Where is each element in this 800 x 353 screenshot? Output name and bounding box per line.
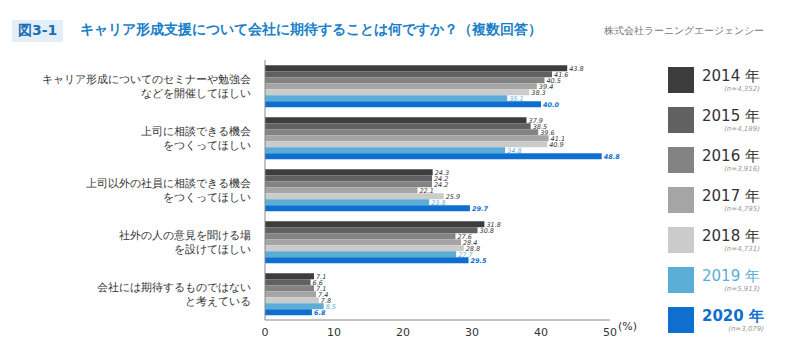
- svg-text:をつくってほしい: をつくってほしい: [163, 139, 251, 152]
- svg-text:キャリア形成についてのセミナーや勉強会: キャリア形成についてのセミナーや勉強会: [42, 73, 251, 86]
- html-text:キャリア形成支援について会社に期待することは何ですか？（複数: キャリア形成支援について会社に期待することは何ですか？（複数回答）: [80, 21, 542, 37]
- html-text:2020 年: 2020 年: [702, 306, 764, 325]
- svg-text:を設けてほしい: を設けてほしい: [174, 243, 251, 256]
- svg-text:24.3: 24.3: [434, 168, 450, 177]
- html-text:2015 年: 2015 年: [702, 106, 760, 125]
- svg-text:会社には期待するものではない: 会社には期待するものではない: [97, 281, 251, 294]
- svg-text:10: 10: [327, 326, 341, 339]
- svg-text:28.8: 28.8: [465, 244, 481, 253]
- svg-text:40.9: 40.9: [549, 141, 563, 149]
- svg-text:30.8: 30.8: [480, 227, 494, 235]
- svg-text:25.9: 25.9: [446, 193, 460, 201]
- svg-text:40: 40: [534, 326, 548, 339]
- svg-text:35.1: 35.1: [509, 95, 523, 103]
- svg-text:48.8: 48.8: [604, 153, 621, 161]
- svg-text:上司以外の社員に相談できる機会: 上司以外の社員に相談できる機会: [86, 177, 251, 190]
- svg-text:0: 0: [262, 326, 269, 339]
- html-text:株式会社ラーニングエージェンシー: 株式会社ラーニングエージェンシー: [604, 25, 764, 36]
- svg-text:39.6: 39.6: [540, 128, 555, 137]
- html-text:2018 年: 2018 年: [702, 226, 760, 245]
- svg-text:22.1: 22.1: [419, 187, 433, 195]
- svg-text:41.6: 41.6: [554, 70, 569, 79]
- svg-text:をつくってほしい: をつくってほしい: [163, 191, 251, 204]
- svg-text:20: 20: [396, 326, 410, 339]
- svg-text:50: 50: [603, 326, 617, 339]
- svg-text:27.6: 27.6: [457, 232, 472, 241]
- svg-text:などを開催してほしい: などを開催してほしい: [141, 87, 251, 100]
- svg-text:39.4: 39.4: [538, 82, 554, 91]
- svg-text:23.8: 23.8: [431, 199, 445, 207]
- html-text:(n=3,916): (n=3,916): [724, 164, 760, 173]
- svg-text:28.4: 28.4: [463, 238, 478, 247]
- svg-text:29.5: 29.5: [471, 257, 488, 265]
- svg-text:7.8: 7.8: [320, 296, 332, 305]
- html-text:(n=3,079): (n=3,079): [728, 324, 764, 333]
- svg-text:と考えている: と考えている: [185, 295, 251, 308]
- svg-text:40.5: 40.5: [546, 76, 561, 85]
- svg-text:27.7: 27.7: [458, 250, 473, 259]
- html-text:(n=4,795): (n=4,795): [724, 204, 760, 213]
- html-text:(n=4,352): (n=4,352): [724, 84, 760, 93]
- html-text:(n=5,913): (n=5,913): [724, 284, 760, 293]
- svg-text:社外の人の意見を聞ける場: 社外の人の意見を聞ける場: [119, 229, 251, 242]
- svg-text:41.1: 41.1: [550, 134, 566, 143]
- html-text:2019 年: 2019 年: [702, 266, 760, 285]
- svg-text:7.4: 7.4: [318, 290, 329, 299]
- svg-text:31.8: 31.8: [486, 220, 501, 229]
- svg-text:7.1: 7.1: [316, 272, 327, 281]
- html-text:(n=4,189): (n=4,189): [724, 124, 760, 133]
- html-text:2016 年: 2016 年: [702, 146, 760, 165]
- html-text:2017 年: 2017 年: [702, 186, 760, 205]
- svg-text:24.2: 24.2: [434, 174, 449, 183]
- svg-text:38.5: 38.5: [532, 122, 548, 131]
- svg-text:7.1: 7.1: [316, 284, 327, 293]
- svg-text:6.6: 6.6: [312, 278, 323, 287]
- svg-text:37.9: 37.9: [528, 116, 543, 125]
- svg-text:8.5: 8.5: [326, 303, 336, 311]
- svg-text:34.8: 34.8: [507, 147, 521, 155]
- svg-text:24.2: 24.2: [434, 181, 448, 189]
- html-text:図3-1: 図3-1: [18, 22, 58, 38]
- svg-text:43.8: 43.8: [569, 65, 583, 73]
- html-text:(n=4,731): (n=4,731): [724, 244, 760, 253]
- svg-text:29.7: 29.7: [472, 205, 489, 213]
- svg-text:上司に相談できる機会: 上司に相談できる機会: [141, 125, 251, 138]
- svg-text:40.0: 40.0: [543, 101, 560, 109]
- svg-text:38.3: 38.3: [531, 89, 545, 97]
- html-text:2014 年: 2014 年: [702, 66, 760, 85]
- svg-text:30: 30: [465, 326, 479, 339]
- svg-text:6.8: 6.8: [314, 309, 326, 317]
